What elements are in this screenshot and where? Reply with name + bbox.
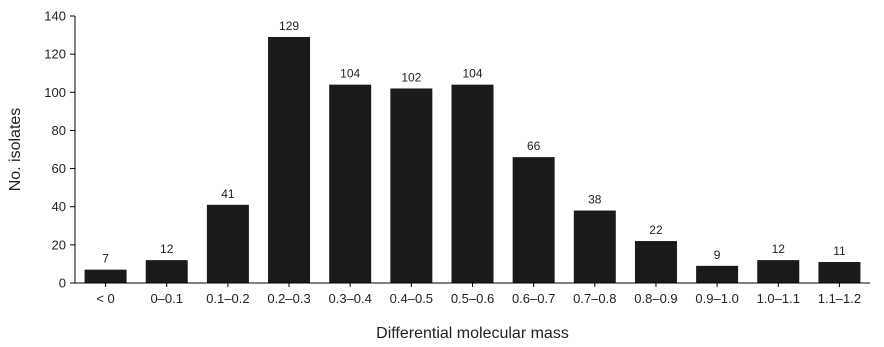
y-tick-label: 20 (52, 237, 66, 252)
x-tick-label: 0.3–0.4 (329, 291, 372, 306)
bar (145, 260, 188, 283)
x-tick-label: 0.2–0.3 (267, 291, 310, 306)
x-tick-label: 1.1–1.2 (818, 291, 861, 306)
bar (696, 265, 739, 283)
y-tick-label: 40 (52, 199, 66, 214)
bar-value-label: 12 (772, 242, 786, 256)
bar (390, 88, 433, 283)
y-tick-label: 80 (52, 123, 66, 138)
bar (573, 210, 616, 283)
bar-value-label: 41 (221, 187, 235, 201)
data-labels: 7 12 41 129 104 102 104 66 38 22 9 12 11 (102, 19, 846, 266)
bar-value-label: 104 (462, 67, 482, 81)
bar (84, 269, 127, 283)
bar-value-label: 104 (340, 67, 360, 81)
bars (84, 36, 861, 284)
bar-value-label: 129 (279, 19, 299, 33)
bar-value-label: 7 (102, 252, 109, 266)
y-tick-label: 100 (44, 85, 66, 100)
x-tick-label: < 0 (96, 291, 114, 306)
bar (329, 84, 372, 284)
bar (757, 260, 800, 283)
x-tick-label: 0.8–0.9 (634, 291, 677, 306)
x-tick-label: 0.4–0.5 (390, 291, 433, 306)
bar-value-label: 22 (649, 223, 663, 237)
x-axis-title: Differential molecular mass (376, 325, 569, 342)
bar (818, 262, 861, 283)
x-tick-label: 0.5–0.6 (451, 291, 494, 306)
y-tick-label: 120 (44, 47, 66, 62)
x-tick-label: 0.9–1.0 (695, 291, 738, 306)
bar-value-label: 11 (833, 244, 846, 258)
bar (634, 241, 677, 283)
bar-value-label: 12 (160, 242, 174, 256)
x-tick-label: 0.7–0.8 (573, 291, 616, 306)
x-tick-label: 0–0.1 (150, 291, 183, 306)
bar-value-label: 9 (714, 248, 721, 262)
x-tick-label: 0.1–0.2 (206, 291, 249, 306)
y-axis-title: No. isolates (7, 108, 24, 192)
x-tick-label: 1.0–1.1 (757, 291, 800, 306)
bar (451, 84, 494, 284)
bar-value-label: 102 (401, 70, 421, 84)
x-tick-label: 0.6–0.7 (512, 291, 555, 306)
y-tick-label: 60 (52, 161, 66, 176)
bar (512, 157, 555, 283)
bar-value-label: 66 (527, 139, 541, 153)
y-tick-label: 0 (59, 276, 66, 291)
bar (268, 36, 311, 283)
y-tick-label: 140 (44, 9, 66, 24)
y-axis: 0 20 40 60 80 100 120 140 (44, 9, 75, 291)
bar-value-label: 38 (588, 193, 602, 207)
x-axis: < 0 0–0.1 0.1–0.2 0.2–0.3 0.3–0.4 0.4–0.5 0.5–… (96, 283, 861, 306)
bar (206, 204, 249, 283)
